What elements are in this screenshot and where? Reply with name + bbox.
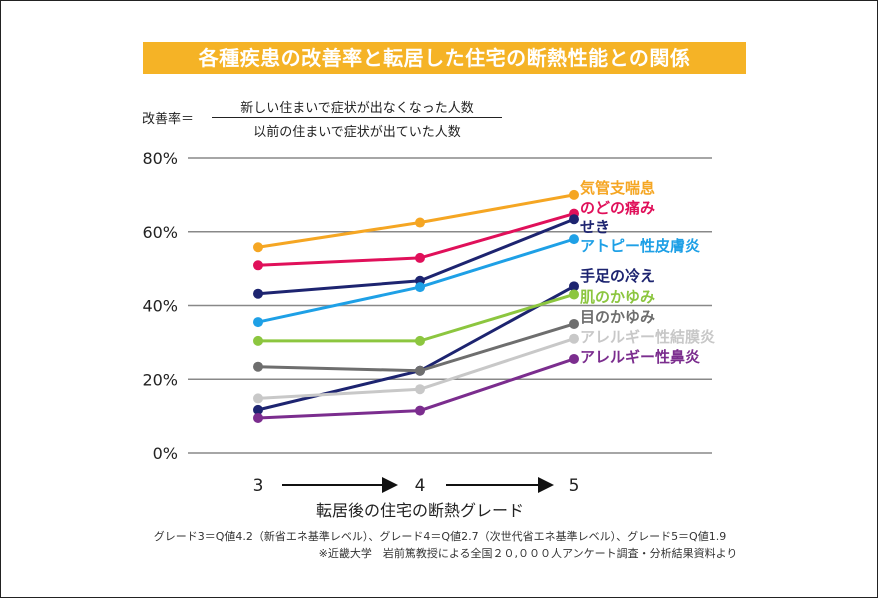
data-point bbox=[569, 234, 579, 245]
data-point bbox=[415, 405, 425, 416]
x-tick-label: 5 bbox=[569, 476, 580, 496]
formula-denominator: 以前の住まいで症状が出ていた人数 bbox=[253, 125, 461, 140]
series-label: アトピー性皮膚炎 bbox=[580, 237, 700, 255]
series-label: 目のかゆみ bbox=[580, 308, 655, 326]
data-point bbox=[569, 189, 579, 200]
series-label: せき bbox=[580, 218, 610, 236]
data-point bbox=[569, 333, 579, 344]
data-point bbox=[569, 353, 579, 364]
data-point bbox=[253, 242, 263, 253]
data-point bbox=[415, 335, 425, 346]
chart-title: 各種疾患の改善率と転居した住宅の断熱性能との関係 bbox=[198, 46, 691, 70]
data-point bbox=[415, 365, 425, 376]
data-point bbox=[253, 404, 263, 415]
footnote-grade-definition: グレード3＝Q値4.2（新省エネ基準レベル）、グレード4＝Q値2.7（次世代省エ… bbox=[153, 530, 727, 543]
x-tick-label: 3 bbox=[253, 476, 264, 496]
series-line bbox=[258, 293, 575, 343]
data-point bbox=[253, 361, 263, 372]
data-point bbox=[415, 384, 425, 395]
y-tick-label: 60% bbox=[142, 223, 178, 242]
formula-numerator: 新しい住まいで症状が出なくなった人数 bbox=[240, 101, 474, 116]
y-tick-label: 20% bbox=[142, 370, 178, 389]
data-point bbox=[569, 289, 579, 300]
y-tick-label: 40% bbox=[142, 297, 178, 316]
data-point bbox=[569, 214, 579, 225]
data-point bbox=[569, 318, 579, 329]
formula-prefix: 改善率＝ bbox=[142, 112, 195, 127]
series-line bbox=[257, 322, 575, 373]
data-point bbox=[569, 281, 579, 292]
series-label: アレルギー性鼻炎 bbox=[580, 348, 700, 366]
data-point bbox=[253, 335, 263, 346]
x-axis-label: 転居後の住宅の断熱グレード bbox=[316, 501, 524, 520]
series-label: 肌のかゆみ bbox=[580, 288, 655, 306]
data-point bbox=[253, 393, 263, 404]
series-label: のどの痛み bbox=[580, 199, 655, 217]
x-tick-label: 4 bbox=[415, 476, 426, 496]
series-label: 気管支喘息 bbox=[580, 179, 655, 197]
series-label: アレルギー性結膜炎 bbox=[580, 328, 715, 346]
series-label: 手足の冷え bbox=[580, 267, 655, 285]
data-point bbox=[415, 282, 425, 293]
data-point bbox=[415, 217, 425, 228]
title-bar bbox=[143, 42, 746, 74]
y-tick-label: 80% bbox=[142, 149, 178, 168]
footnote-source: ※近畿大学 岩前篤教授による全国２０,０００人アンケート調査・分析結果資料より bbox=[318, 547, 738, 560]
data-point bbox=[253, 288, 263, 299]
data-point bbox=[415, 252, 425, 263]
data-point bbox=[253, 260, 263, 271]
data-point bbox=[253, 317, 263, 328]
formula-fraction-line bbox=[212, 117, 502, 118]
data-point bbox=[253, 412, 263, 423]
y-tick-label: 0% bbox=[153, 444, 178, 463]
